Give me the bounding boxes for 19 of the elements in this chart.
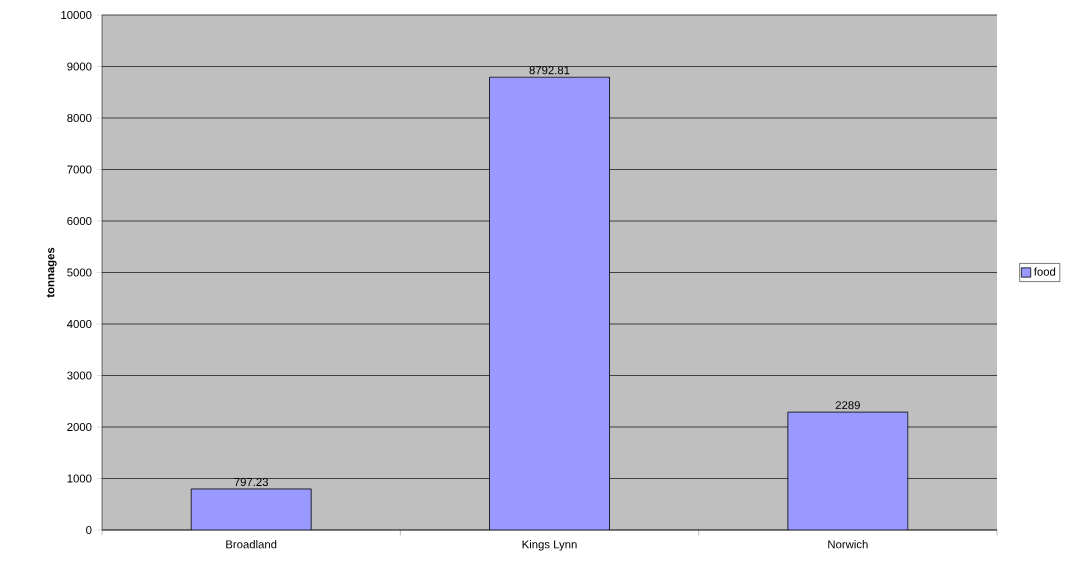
- legend-label: food: [1033, 267, 1056, 276]
- y-axis-title: tonnages: [46, 247, 57, 298]
- data-label: 8792.81: [529, 66, 570, 75]
- y-tick-label: 3000: [67, 371, 92, 380]
- data-label: 2289: [835, 401, 860, 410]
- x-tick-label: Norwich: [828, 540, 868, 549]
- y-tick-label: 6000: [67, 217, 92, 226]
- y-tick-label: 4000: [67, 320, 92, 329]
- y-tick-label: 0: [86, 526, 92, 535]
- y-tick-label: 10000: [61, 11, 92, 19]
- y-tick-label: 5000: [67, 268, 92, 277]
- x-tick-label: Broadland: [226, 540, 277, 549]
- x-tick-label: Kings Lynn: [522, 540, 577, 551]
- y-tick-label: 9000: [67, 62, 92, 71]
- data-label: 797.23: [234, 477, 269, 486]
- y-tick-label: 8000: [67, 114, 92, 123]
- y-tick-label: 2000: [67, 423, 92, 432]
- y-tick-label: 7000: [67, 165, 92, 174]
- y-tick-label: 1000: [67, 474, 92, 483]
